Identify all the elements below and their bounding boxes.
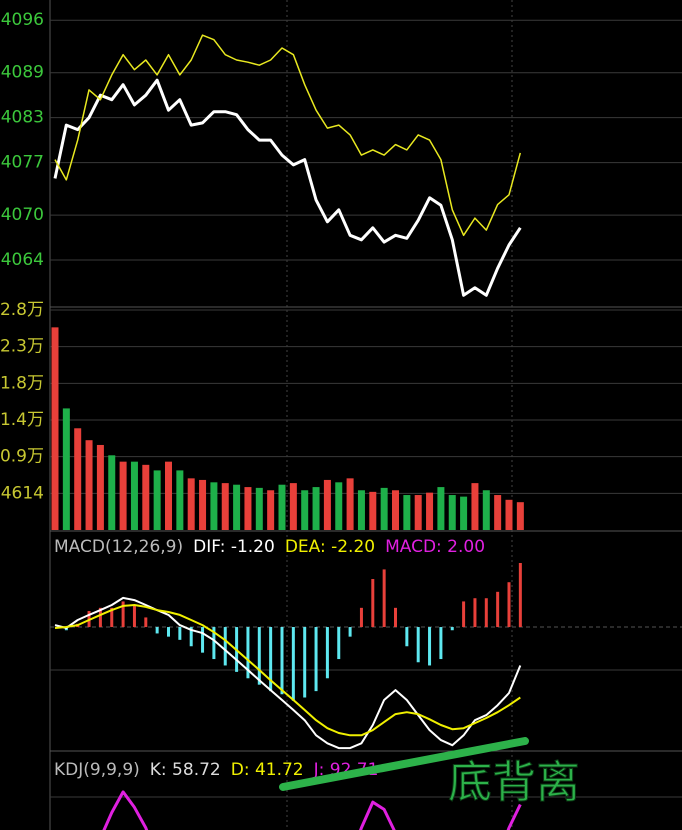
legend-entry: K: 58.72: [150, 760, 221, 780]
line: [54, 596, 522, 750]
bar: [244, 487, 252, 530]
bar: [278, 484, 286, 530]
bar: [505, 499, 513, 530]
y-tick-label: 1.4万: [0, 410, 44, 430]
bar: [85, 440, 93, 530]
y-tick-label: 4614: [1, 483, 44, 503]
bar: [153, 470, 161, 530]
bar: [142, 464, 150, 530]
bar: [482, 490, 490, 530]
y-tick-label: 2.3万: [0, 337, 44, 357]
y-tick-label: 0.9万: [0, 447, 44, 467]
y-tick-label: 4070: [1, 205, 44, 225]
line: [506, 803, 522, 830]
bar: [312, 487, 320, 530]
bar: [346, 478, 354, 530]
line: [54, 34, 522, 237]
annotation-line: [279, 737, 529, 791]
bar: [187, 478, 195, 530]
bar: [289, 483, 297, 530]
annotation: 底背离: [448, 757, 580, 808]
bar: [369, 491, 377, 530]
bar: [119, 461, 127, 530]
indicator-title: KDJ(9,9,9): [54, 760, 140, 780]
bar: [460, 496, 468, 530]
bar: [437, 487, 445, 530]
bar: [471, 483, 479, 530]
bar: [301, 490, 309, 530]
y-tick-label: 4083: [1, 108, 44, 128]
bar: [199, 479, 207, 530]
bar: [516, 502, 524, 530]
y-tick-label: 1.8万: [0, 373, 44, 393]
plot-layer: 4096 4089 4083 4077 4070 4064 2.8万 2.3万 1.8万 1.4万…: [0, 10, 682, 830]
line: [54, 604, 521, 737]
legend-entry: MACD: 2.00: [385, 537, 485, 557]
bar: [176, 470, 184, 530]
bar: [392, 490, 399, 530]
bar: [51, 327, 59, 530]
bar: [108, 455, 116, 530]
bar: [403, 495, 411, 530]
bar: [426, 492, 434, 530]
bar: [267, 490, 275, 530]
indicator-title: MACD(12,26,9): [54, 537, 183, 557]
bar: [165, 461, 172, 530]
legend-entry: DIF: -1.20: [193, 537, 275, 557]
y-tick-label: 2.8万: [0, 300, 44, 320]
y-tick-label: 4089: [1, 63, 44, 83]
kdj-lines: [102, 790, 522, 830]
bar: [357, 490, 365, 530]
bar: [221, 483, 229, 530]
bar: [130, 461, 138, 530]
line: [359, 800, 396, 830]
legend-entry: DEA: -2.20: [285, 537, 375, 557]
line: [102, 790, 149, 830]
bar: [96, 444, 104, 530]
bar: [323, 479, 331, 530]
bar: [255, 487, 263, 530]
bar: [448, 495, 456, 530]
bar: [233, 484, 241, 530]
bar: [494, 495, 502, 530]
bar: [335, 482, 343, 530]
bar: [62, 408, 70, 530]
legend-entry: D: 41.72: [231, 760, 304, 780]
y-tick-label: 4077: [1, 153, 44, 173]
y-tick-label: 4064: [1, 250, 44, 270]
bar: [74, 428, 82, 530]
line: [53, 78, 522, 297]
y-tick-label: 4096: [1, 10, 44, 30]
bar: [380, 487, 388, 530]
bar: [414, 495, 422, 530]
bar: [210, 482, 218, 530]
